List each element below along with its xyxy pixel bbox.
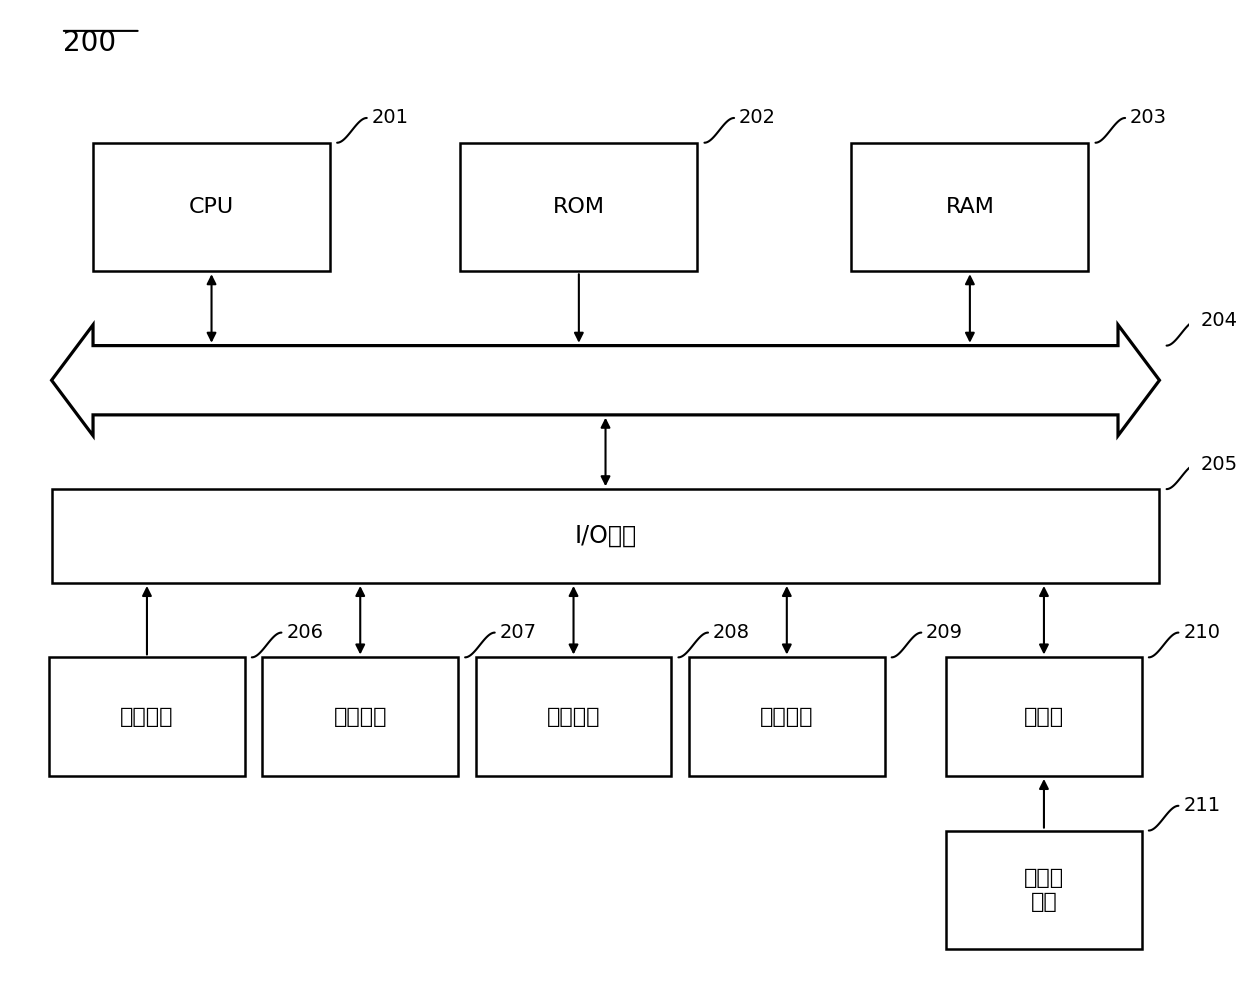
Text: 200: 200	[63, 29, 117, 57]
Bar	[50, 658, 244, 776]
Text: RAM: RAM	[945, 197, 994, 217]
Bar	[689, 658, 884, 776]
Text: 202: 202	[739, 109, 776, 128]
Text: 205: 205	[1202, 455, 1238, 474]
Bar	[946, 658, 1142, 776]
Text: CPU: CPU	[188, 197, 234, 217]
Bar	[852, 143, 1089, 271]
Text: 输出部分: 输出部分	[334, 707, 387, 727]
Text: 209: 209	[926, 623, 963, 642]
Text: 203: 203	[1130, 109, 1167, 128]
Text: 201: 201	[372, 109, 408, 128]
Bar	[460, 143, 697, 271]
Text: 211: 211	[1183, 796, 1220, 815]
Text: 206: 206	[286, 623, 324, 642]
Text: I/O接口: I/O接口	[574, 524, 636, 548]
Bar	[476, 658, 671, 776]
Text: 可拆卸
介质: 可拆卸 介质	[1024, 868, 1064, 911]
Text: 输入部分: 输入部分	[120, 707, 174, 727]
Bar	[93, 143, 330, 271]
Text: 204: 204	[1202, 311, 1238, 330]
Text: 210: 210	[1183, 623, 1220, 642]
Bar	[52, 489, 1159, 583]
Text: 储存部分: 储存部分	[547, 707, 600, 727]
Text: 驱动器: 驱动器	[1024, 707, 1064, 727]
Polygon shape	[52, 324, 1159, 436]
Text: 通信部分: 通信部分	[760, 707, 813, 727]
Text: 208: 208	[713, 623, 750, 642]
Text: ROM: ROM	[553, 197, 605, 217]
Text: 207: 207	[500, 623, 537, 642]
Bar	[263, 658, 458, 776]
Bar	[946, 830, 1142, 949]
